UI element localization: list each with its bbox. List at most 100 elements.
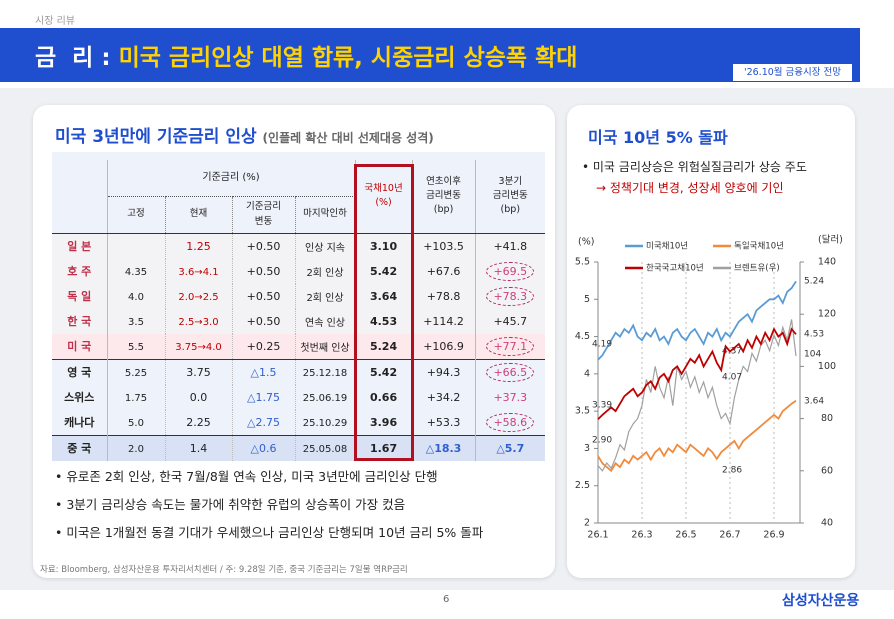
annotation: 4.19	[592, 340, 612, 350]
cell-text: 미 국	[67, 340, 92, 353]
cell-text: 한 국	[67, 315, 92, 328]
table-cell: 0.66	[354, 384, 413, 410]
table-cell: △1.75	[231, 384, 295, 410]
cell-text: +103.5	[423, 239, 464, 253]
cell-text: △1.5	[250, 365, 277, 379]
table-cell: 5.42	[354, 358, 413, 385]
table-cell: +67.6	[411, 258, 476, 284]
col-head: 3분기 금리변동 (bp)	[474, 160, 546, 234]
cell-text: 독 일	[67, 290, 92, 303]
cell-text: +67.6	[426, 264, 461, 278]
table-cell: +0.50	[231, 258, 295, 284]
table-cell: +58.6	[474, 409, 546, 435]
cell-text: 2.25	[186, 415, 211, 429]
cell-text: +0.50	[246, 314, 281, 328]
table-cell: 연속 인상	[294, 308, 356, 334]
cell-text: +106.9	[423, 339, 464, 353]
table-cell: 25.12.18	[294, 358, 356, 385]
table-cell: 첫번째 인상	[294, 333, 356, 359]
table-cell	[106, 233, 165, 259]
annotation: 4.37	[722, 347, 742, 357]
right-panel	[567, 105, 855, 578]
table-row: 한 국 3.5 2.5→3.0 +0.50 연속 인상 4.53 +114.2 +45.7	[52, 308, 546, 334]
table-cell: △18.3	[411, 434, 476, 461]
cell-text: 인상 지속	[305, 242, 346, 254]
cell-text: 1.75	[124, 392, 148, 404]
col-head: 국채10년 (%)	[354, 160, 413, 234]
cell-text: +78.8	[426, 289, 461, 303]
cell-text: △1.75	[247, 390, 280, 404]
cell-text: △0.6	[250, 441, 277, 455]
sub-head: 기준금리 변동	[231, 196, 295, 234]
table-cell: +34.2	[411, 384, 476, 410]
annotation: 4.07	[722, 373, 742, 383]
bullet-text: 유로존 2회 인상, 한국 7월/8월 연속 인상, 미국 3년만에 금리인상 …	[66, 469, 438, 484]
table-cell: △5.7	[474, 434, 546, 461]
cell-text: 3.64	[369, 289, 398, 303]
table-cell: 2.0	[106, 434, 165, 461]
y-tick-label: 3.5	[575, 406, 590, 417]
title: 금 리 : 미국 금리인상 대열 합류, 시중금리 상승폭 확대	[35, 38, 577, 72]
sub-head: 마지막인하	[294, 196, 356, 234]
cell-text: +53.3	[426, 415, 461, 429]
table-cell: 4.0	[106, 283, 165, 309]
table-cell: 3.64	[354, 283, 413, 309]
table-cell: +0.50	[231, 308, 295, 334]
source: 자료: Bloomberg, 삼성자산운용 투자리서치센터 / 주: 9.28일…	[40, 565, 408, 575]
table-cell: 5.42	[354, 258, 413, 284]
table-cell: 25.05.08	[294, 434, 356, 461]
annotation: 2.90	[592, 436, 612, 446]
cell-text: 3.75	[186, 365, 211, 379]
y2-tick-label: 100	[818, 361, 836, 372]
cell-text: +78.3	[486, 286, 535, 306]
brand: 삼성자산운용	[782, 593, 860, 609]
col-head: 연초이후 금리변동 (bp)	[411, 160, 476, 234]
cell-text: +34.2	[426, 390, 461, 404]
table-cell: △1.5	[231, 358, 295, 385]
table-cell: +0.50	[231, 233, 295, 259]
cell-text: 1.4	[189, 441, 208, 455]
table-cell: +41.8	[474, 233, 546, 259]
table-cell: 3.6→4.1	[164, 258, 232, 284]
y2-label: (달러)	[818, 234, 843, 246]
page-number: 6	[443, 594, 450, 605]
left-title: 미국 3년만에 기준금리 인상 (인플레 확산 대비 선제대응 성격)	[55, 122, 434, 147]
annotation: 5.24	[804, 277, 824, 287]
cell-text: +94.3	[426, 365, 461, 379]
table-cell: 3.10	[354, 233, 413, 259]
table-row: 일 본 1.25 +0.50 인상 지속 3.10 +103.5 +41.8	[52, 233, 546, 259]
series-line	[597, 399, 797, 473]
cell-text: △18.3	[425, 441, 462, 455]
bullet-text: 미국은 1개월전 동결 기대가 우세했으나 금리인상 단행되며 10년 금리 5…	[66, 525, 484, 540]
cell-text: 2.5→3.0	[178, 316, 219, 328]
cell-text: 25.12.18	[302, 367, 348, 379]
table-cell: 호 주	[52, 258, 108, 284]
cell-text: +58.6	[486, 412, 535, 432]
cell-text: 0.0	[189, 390, 208, 404]
legend-label: 미국채10년	[646, 241, 688, 252]
cell-text: 5.0	[128, 417, 144, 429]
table-cell: 캐나다	[52, 409, 108, 435]
table-cell: 1.75	[106, 384, 165, 410]
cell-text: +114.2	[423, 314, 464, 328]
group-head: 기준금리 (%)	[107, 160, 356, 197]
cell-text: +37.3	[493, 390, 528, 404]
series-line	[597, 327, 797, 420]
table-cell: 스위스	[52, 384, 108, 410]
cell-text: 3.10	[369, 239, 398, 253]
bullet-text: 3분기 금리상승 속도는 물가에 취약한 유럽의 상승폭이 가장 컸음	[66, 497, 406, 512]
cell-text: 3.75→4.0	[175, 341, 222, 353]
annotation: 4.53	[804, 330, 824, 340]
table-cell: +78.8	[411, 283, 476, 309]
cell-text: 첫번째 인상	[300, 342, 350, 354]
table-cell: 인상 지속	[294, 233, 356, 259]
y-tick-label: 2	[584, 518, 590, 529]
cell-text: △5.7	[496, 441, 525, 455]
table-cell: +69.5	[474, 258, 546, 284]
cell-text: +77.1	[486, 336, 535, 356]
cell-text: 캐나다	[64, 416, 95, 429]
table-row: 스위스 1.75 0.0 △1.75 25.06.19 0.66 +34.2 +37.3	[52, 384, 546, 410]
table-cell: +53.3	[411, 409, 476, 435]
